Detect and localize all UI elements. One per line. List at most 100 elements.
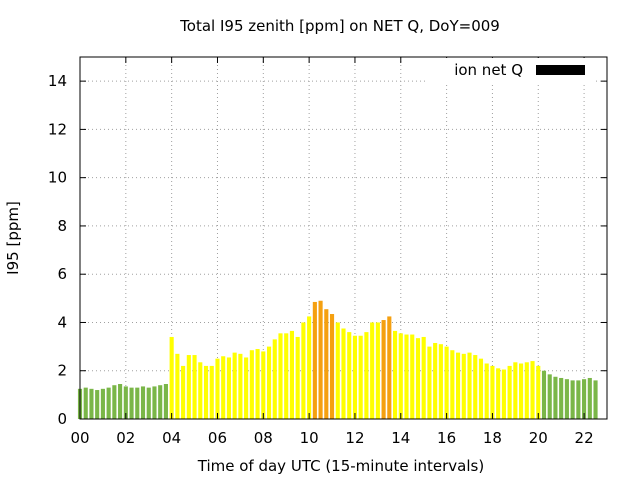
bar	[478, 358, 484, 419]
bar	[158, 385, 163, 419]
bar	[582, 379, 587, 419]
x-tick-label: 22	[575, 429, 594, 447]
bar	[570, 380, 575, 419]
bar	[547, 374, 552, 419]
bar	[559, 377, 564, 419]
bar	[496, 368, 501, 419]
bar	[438, 344, 443, 419]
bar	[255, 349, 260, 419]
bar	[163, 384, 168, 419]
bar	[576, 380, 581, 419]
bar	[450, 350, 455, 419]
x-tick-label: 00	[70, 429, 89, 447]
bar	[152, 386, 157, 419]
bar	[329, 314, 335, 419]
bar	[381, 320, 386, 419]
bar	[301, 322, 306, 419]
y-tick-label: 8	[57, 217, 67, 235]
bar	[249, 350, 254, 419]
x-tick-label: 06	[208, 429, 227, 447]
bar	[175, 353, 180, 419]
bar	[519, 363, 524, 419]
bar	[358, 335, 363, 419]
bar	[118, 384, 123, 419]
x-axis-label: Time of day UTC (15-minute intervals)	[197, 457, 484, 475]
x-tick-label: 08	[254, 429, 273, 447]
bar	[129, 387, 134, 419]
bar	[266, 346, 272, 419]
bar	[461, 353, 466, 419]
bar	[444, 346, 449, 419]
x-tick-label: 02	[116, 429, 135, 447]
bar	[536, 365, 541, 419]
legend-label: ion net Q	[454, 61, 523, 79]
y-tick-label: 12	[48, 120, 67, 138]
bar	[106, 387, 111, 419]
bar	[392, 330, 398, 419]
bar	[146, 387, 151, 419]
bar	[232, 352, 237, 419]
bar	[433, 342, 438, 419]
bar	[513, 362, 518, 419]
grid	[79, 57, 607, 420]
bar	[364, 332, 369, 419]
bar	[284, 333, 289, 419]
y-tick-label: 4	[57, 313, 67, 331]
bar	[347, 332, 352, 419]
bar	[387, 316, 392, 419]
chart-title: Total I95 zenith [ppm] on NET Q, DoY=009	[179, 17, 500, 35]
bar	[135, 387, 140, 419]
x-tick-label: 04	[162, 429, 181, 447]
x-tick-label: 18	[483, 429, 502, 447]
bar	[467, 352, 472, 419]
bar	[221, 356, 226, 419]
bars	[77, 300, 598, 419]
bar	[456, 352, 461, 419]
bar	[244, 357, 249, 419]
bar	[507, 365, 512, 419]
bar	[100, 388, 105, 419]
bar	[473, 355, 478, 419]
bar	[375, 322, 380, 419]
y-tick-label: 2	[57, 362, 67, 380]
bar	[89, 388, 94, 419]
bar	[524, 362, 529, 419]
bar	[553, 376, 558, 419]
bar	[215, 358, 220, 419]
bar	[278, 333, 283, 419]
x-tick-label: 14	[391, 429, 410, 447]
bar	[181, 365, 186, 419]
bar	[272, 339, 277, 419]
bar	[238, 353, 243, 419]
bar	[123, 386, 128, 419]
bar	[83, 387, 88, 419]
bar	[593, 380, 598, 419]
y-axis-label: I95 [ppm]	[4, 201, 22, 275]
bar	[352, 335, 358, 419]
bar	[307, 316, 312, 419]
y-tick-label: 10	[48, 169, 67, 187]
bar	[95, 390, 100, 419]
bar	[415, 338, 421, 419]
bar	[112, 385, 117, 419]
bar	[427, 346, 432, 419]
x-tick-label: 10	[300, 429, 319, 447]
bar	[421, 336, 426, 419]
bar	[318, 300, 323, 419]
bar	[530, 361, 535, 419]
bar	[587, 377, 592, 419]
bar	[295, 336, 300, 419]
bar	[203, 365, 209, 419]
y-tick-label: 14	[48, 72, 67, 90]
bar	[410, 334, 415, 419]
bar	[564, 379, 569, 419]
x-tick-label: 20	[529, 429, 548, 447]
bar	[312, 301, 317, 419]
bar	[490, 365, 495, 419]
legend-swatch	[536, 65, 585, 75]
bar	[404, 334, 409, 419]
bar	[324, 309, 329, 419]
y-tick-label: 0	[57, 410, 67, 428]
bar	[341, 328, 346, 419]
